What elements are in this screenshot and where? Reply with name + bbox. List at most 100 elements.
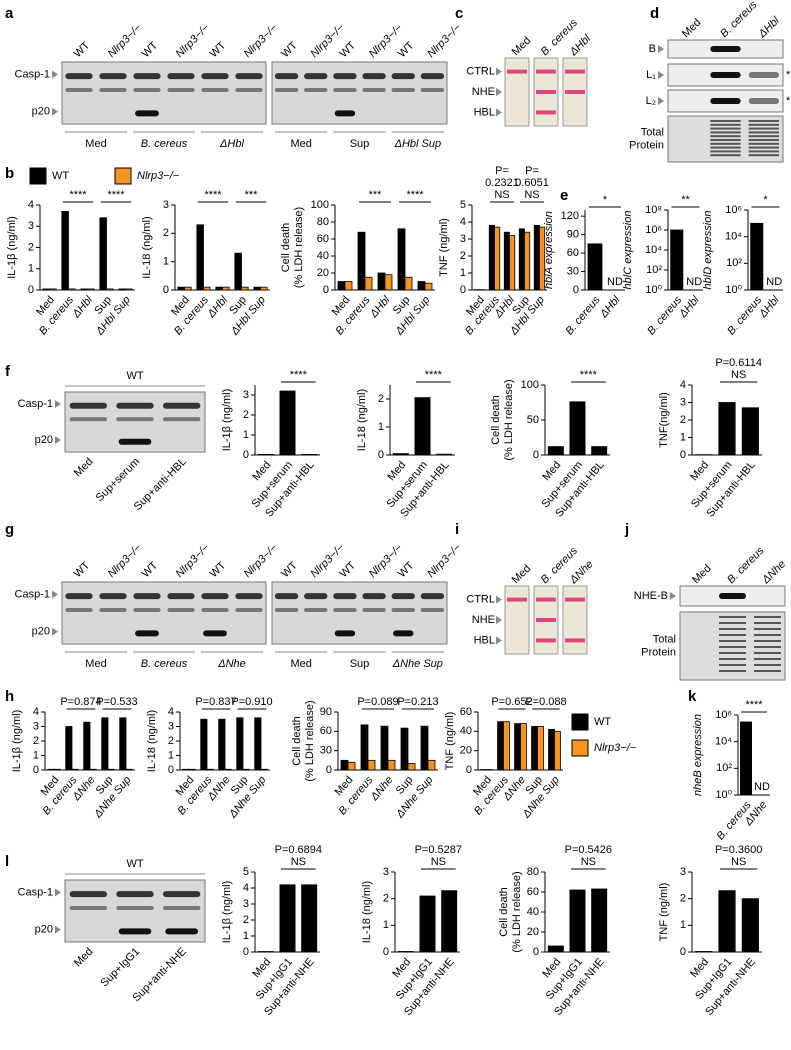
group-label: ΔHbl Sup [394, 138, 442, 150]
band [333, 593, 357, 600]
bar [741, 898, 759, 953]
bar [419, 895, 436, 953]
band [167, 593, 195, 600]
lane-label: WT [140, 559, 161, 580]
band [201, 608, 229, 613]
y-tick-label: 1 [680, 431, 686, 443]
bar [441, 890, 458, 953]
y-tick-label: 2 [28, 241, 34, 253]
y-tick-label: 0 [573, 284, 579, 296]
bar [119, 717, 127, 771]
y-tick-label: 3 [243, 389, 249, 401]
band [65, 593, 93, 600]
band [754, 658, 781, 660]
bar [407, 763, 416, 771]
bar [488, 224, 495, 291]
gel-band [565, 597, 585, 602]
y-tick-label: 1 [243, 930, 249, 942]
y-axis-label: Cell death [280, 223, 292, 273]
band-label: Casp-1 [15, 68, 50, 80]
band [163, 906, 201, 911]
bar [200, 718, 208, 771]
bar [234, 252, 242, 291]
bar [531, 726, 538, 771]
bar [203, 286, 211, 291]
y-tick-label: 1 [243, 429, 249, 441]
y-tick-label: 4 [168, 706, 174, 718]
lane-label: Sup+IgG1 [98, 946, 142, 990]
axis [174, 205, 270, 291]
band [163, 402, 201, 409]
bar [591, 888, 608, 953]
significance-label: NS [731, 856, 746, 868]
y-axis-label: Cell death [498, 887, 510, 937]
y-tick-label: 5 [243, 866, 249, 878]
group-label: Sup [350, 138, 370, 150]
axis [39, 205, 135, 291]
y-tick-label: 10⁰ [645, 284, 662, 296]
value-label: ND [607, 276, 623, 288]
y-axis-label: TNF (ng/ml) [658, 883, 670, 942]
panel-letter: f [5, 363, 11, 380]
legend-swatch [29, 167, 47, 185]
band [391, 608, 415, 613]
band [710, 142, 741, 145]
bar [218, 718, 226, 771]
y-tick-label: 2 [460, 250, 466, 262]
panel-letter: a [5, 5, 14, 22]
band [748, 131, 779, 134]
lane-label: WT [72, 39, 93, 60]
significance-label: **** [107, 189, 125, 201]
y-tick-label: 4 [243, 882, 249, 894]
y-tick-label: 10⁶ [725, 204, 742, 216]
bar [436, 453, 453, 456]
bar [47, 768, 55, 771]
bar [99, 217, 107, 291]
y-tick-label: 90 [567, 229, 579, 241]
y-tick-label: 1 [460, 267, 466, 279]
lane-label: ΔHbl [756, 14, 782, 40]
band [710, 135, 741, 138]
lane-label: Med [72, 946, 96, 970]
bar [695, 951, 713, 953]
y-tick-label: 60 [317, 233, 329, 245]
y-tick-label: 10⁰ [715, 789, 732, 801]
legend-label: Nlrp3−/− [137, 170, 180, 182]
y-tick-label: 40 [527, 906, 539, 918]
y-tick-label: 10⁶ [715, 709, 732, 721]
bar [397, 228, 406, 291]
arrowhead [55, 888, 61, 897]
arrowhead [55, 436, 61, 444]
y-tick-label: 0 [28, 284, 34, 296]
panel-letter: h [5, 688, 14, 705]
y-tick-label: 10⁴ [715, 736, 732, 748]
band [710, 123, 741, 126]
band [710, 154, 741, 157]
y-tick-label: 40 [460, 725, 472, 737]
band [719, 652, 746, 654]
band [167, 608, 195, 613]
band [133, 73, 161, 80]
row-note: * [786, 69, 791, 81]
lane-label: Med [680, 17, 704, 41]
bar [101, 717, 109, 771]
lane-label: WT [396, 559, 417, 580]
y-axis-label: TNF(ng/ml) [658, 392, 670, 448]
significance-label: **** [745, 699, 763, 711]
y-axis-label: hblC expression [622, 211, 634, 290]
lane-label: Nlrp3−/− [425, 21, 464, 60]
y-tick-label: 0 [243, 946, 249, 958]
y-tick-label: 20 [527, 926, 539, 938]
bar [107, 768, 115, 771]
y-tick-label: 1 [168, 749, 174, 761]
blot-header: WT [126, 858, 143, 870]
band [748, 72, 779, 78]
band [135, 630, 159, 637]
band-label: Protein [641, 646, 676, 658]
panel-letter: b [5, 165, 14, 182]
y-tick-label: 2 [680, 414, 686, 426]
bar [257, 453, 274, 456]
bar [80, 288, 88, 291]
lane-label: B. cereus [718, 0, 760, 40]
band [362, 73, 386, 80]
